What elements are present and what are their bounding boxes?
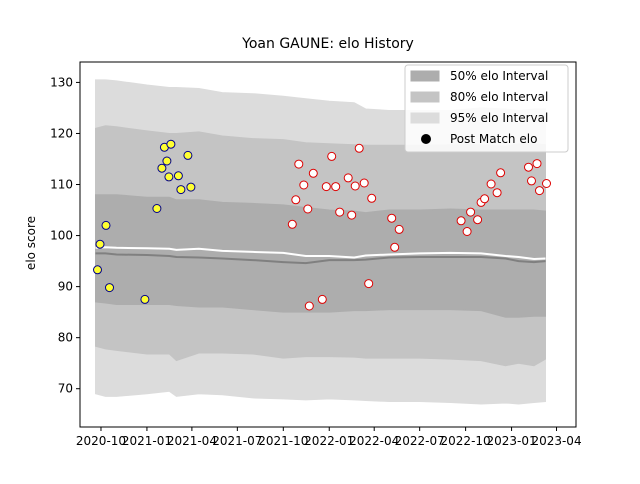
post-match-elo-point <box>294 159 304 169</box>
x-tick-label: 2021-10 <box>258 434 308 448</box>
post-match-elo-point <box>387 213 397 223</box>
legend-label: 95% elo Interval <box>450 111 548 125</box>
y-tick-label: 80 <box>58 331 73 345</box>
post-match-elo-point <box>308 168 318 178</box>
post-match-elo-point <box>176 185 186 195</box>
post-match-elo-point <box>303 204 313 214</box>
post-match-elo-point <box>162 156 172 166</box>
chart-title: Yoan GAUNE: elo History <box>241 36 414 52</box>
post-match-elo-point <box>390 242 400 252</box>
post-match-elo-point <box>343 173 353 183</box>
post-match-elo-point <box>347 210 357 220</box>
post-match-elo-point <box>542 179 551 188</box>
y-tick-label: 110 <box>50 178 73 192</box>
post-match-elo-point <box>335 207 345 217</box>
post-match-elo-point <box>364 279 374 289</box>
post-match-elo-point <box>93 265 102 275</box>
x-tick-label: 2022-04 <box>349 434 399 448</box>
post-match-elo-point <box>331 182 341 192</box>
post-match-elo-point <box>186 182 196 192</box>
post-match-elo-point <box>350 181 360 191</box>
post-match-elo-point <box>105 283 114 293</box>
legend-marker-icon <box>421 134 431 144</box>
x-tick-label: 2023-01 <box>486 434 536 448</box>
post-match-elo-point <box>291 195 301 205</box>
post-match-elo-point <box>480 194 490 204</box>
post-match-elo-point <box>183 150 193 160</box>
x-tick-label: 2022-10 <box>441 434 491 448</box>
post-match-elo-point <box>317 294 327 304</box>
y-tick-label: 100 <box>50 229 73 243</box>
post-match-elo-point <box>359 178 369 188</box>
x-tick-label: 2023-04 <box>531 434 581 448</box>
axes: 7080901001101201302020-102021-012021-042… <box>50 61 582 448</box>
post-match-elo-point <box>492 188 502 198</box>
x-tick-label: 2021-01 <box>122 434 172 448</box>
post-match-elo-point <box>299 180 309 190</box>
legend-label: 80% elo Interval <box>450 90 548 104</box>
y-tick-label: 130 <box>50 75 73 89</box>
post-match-elo-point <box>321 182 331 192</box>
y-tick-label: 70 <box>58 382 73 396</box>
post-match-elo-point <box>466 207 476 217</box>
post-match-elo-point <box>101 220 111 230</box>
post-match-elo-point <box>394 224 404 234</box>
median-elo-line <box>95 252 546 265</box>
y-tick-label: 120 <box>50 126 73 140</box>
legend-swatch <box>410 91 440 103</box>
mean-elo-line <box>95 246 546 261</box>
x-tick-label: 2021-04 <box>167 434 217 448</box>
post-match-elo-point <box>473 215 483 225</box>
post-match-elo-point <box>95 239 105 249</box>
post-match-elo-point <box>367 193 377 203</box>
post-match-elo-point <box>524 162 533 172</box>
post-match-elo-point <box>152 204 162 213</box>
x-tick-label: 2022-01 <box>304 434 354 448</box>
post-match-elo-point <box>157 163 167 173</box>
y-axis-label: elo score <box>24 216 38 270</box>
post-match-elo-point <box>527 176 536 186</box>
legend-swatch <box>410 70 440 82</box>
legend-label: Post Match elo <box>450 132 537 146</box>
post-match-elo-point <box>462 227 472 236</box>
legend-label: 50% elo Interval <box>450 69 548 83</box>
post-match-elo-point <box>532 159 542 169</box>
post-match-elo-point <box>354 143 364 153</box>
post-match-elo-point <box>456 216 466 226</box>
x-tick-label: 2021-07 <box>212 434 262 448</box>
post-match-elo-point <box>287 219 297 229</box>
post-match-elo-point <box>535 186 544 196</box>
post-match-elo-point <box>486 179 496 189</box>
post-match-elo-point <box>164 172 174 182</box>
post-match-elo-point <box>304 301 314 311</box>
x-tick-label: 2022-07 <box>395 434 445 448</box>
legend: 50% elo Interval 80% elo Interval 95% elo … <box>404 64 569 153</box>
plot-area <box>93 79 551 405</box>
post-match-elo-point <box>140 294 150 304</box>
post-match-elo-point <box>327 151 337 161</box>
legend-swatch <box>410 112 440 124</box>
legend-box <box>404 64 569 153</box>
x-tick-label: 2020-10 <box>76 434 126 448</box>
axes-frame <box>79 61 577 428</box>
post-match-elo-point <box>166 139 176 149</box>
post-match-elo-point <box>496 168 506 178</box>
post-match-elo-point <box>173 171 183 181</box>
y-tick-label: 90 <box>58 280 73 294</box>
